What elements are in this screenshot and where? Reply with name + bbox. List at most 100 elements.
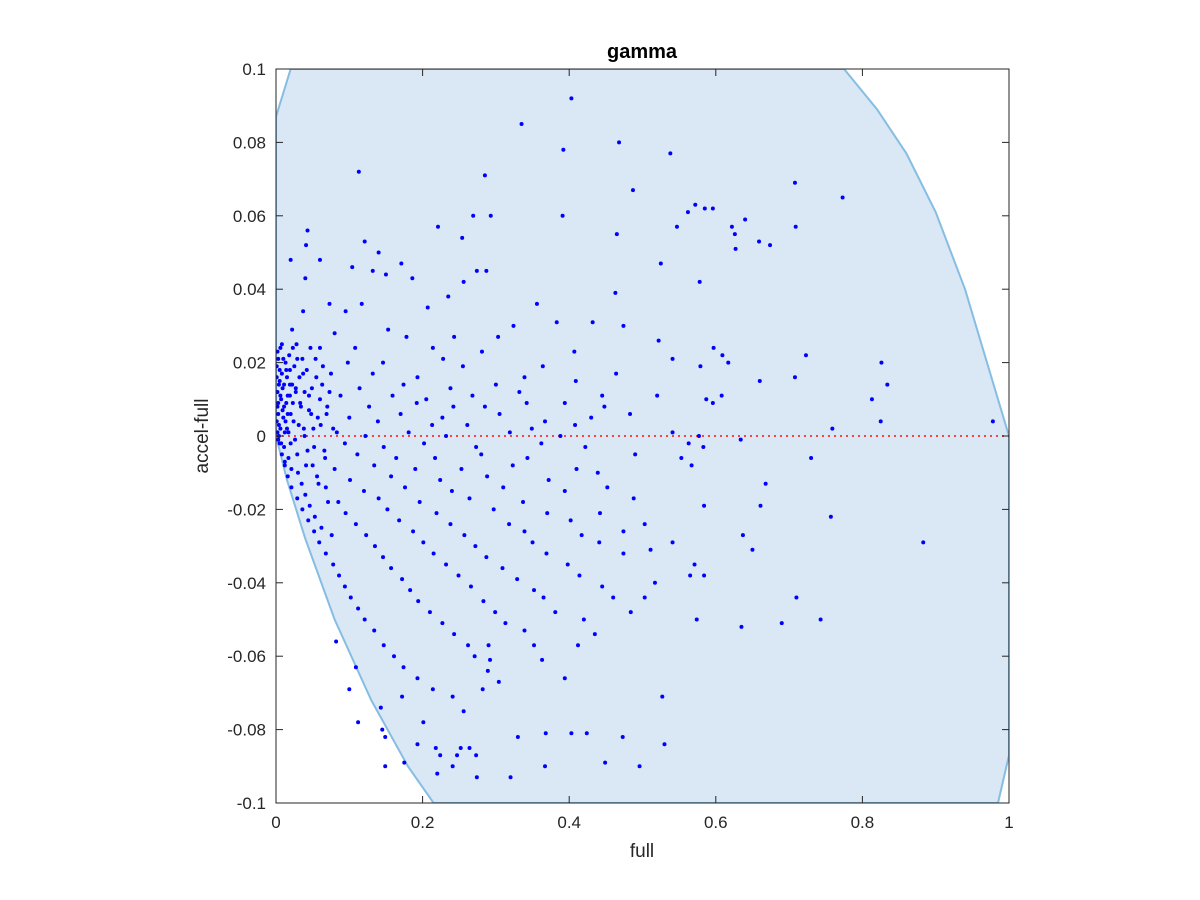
data-point <box>656 338 661 343</box>
data-point <box>652 580 657 585</box>
data-point <box>305 228 310 233</box>
data-point <box>343 511 348 516</box>
data-point <box>285 474 290 479</box>
data-point <box>415 375 420 380</box>
data-point <box>307 503 312 508</box>
data-point <box>295 452 300 457</box>
chart-title: gamma <box>607 41 678 63</box>
data-point <box>325 404 330 409</box>
data-point <box>472 654 477 659</box>
data-point <box>408 588 413 593</box>
data-point <box>320 364 325 369</box>
data-point <box>740 533 745 538</box>
data-point <box>317 345 322 350</box>
data-point <box>485 474 490 479</box>
data-point <box>348 478 353 483</box>
data-point <box>702 573 707 578</box>
data-point <box>440 621 445 626</box>
data-point <box>278 426 283 431</box>
data-point <box>415 742 420 747</box>
data-point <box>519 122 524 127</box>
data-point <box>357 386 362 391</box>
data-point <box>336 500 341 505</box>
data-point <box>496 679 501 684</box>
data-point <box>276 404 280 409</box>
data-point <box>380 727 385 732</box>
data-point <box>417 500 422 505</box>
data-point <box>302 389 307 394</box>
data-point <box>362 239 367 244</box>
data-point <box>448 522 453 527</box>
data-point <box>289 485 294 490</box>
data-point <box>597 511 602 516</box>
data-point <box>738 437 743 442</box>
data-point <box>342 441 347 446</box>
data-point <box>621 323 626 328</box>
data-point <box>290 327 295 332</box>
data-point <box>302 434 307 438</box>
data-point <box>515 577 520 582</box>
data-point <box>828 514 833 519</box>
data-point <box>276 364 279 369</box>
data-point <box>491 507 496 512</box>
data-point <box>389 474 394 479</box>
data-point <box>281 415 286 420</box>
data-point <box>739 624 744 629</box>
data-point <box>540 657 545 662</box>
data-point <box>471 213 476 218</box>
data-point <box>768 243 773 248</box>
data-point <box>484 268 489 273</box>
data-point <box>543 764 548 769</box>
data-point <box>451 404 456 409</box>
data-point <box>702 206 707 211</box>
y-tick-label: -0.1 <box>237 794 266 813</box>
data-point <box>372 544 377 549</box>
data-point <box>553 610 558 615</box>
data-point <box>720 353 725 358</box>
data-point <box>376 250 381 255</box>
data-point <box>392 654 397 659</box>
data-point <box>317 540 322 545</box>
data-point <box>345 360 350 365</box>
data-point <box>356 606 361 611</box>
data-point <box>347 687 352 692</box>
data-point <box>642 595 647 600</box>
data-point <box>507 430 512 435</box>
data-point <box>410 276 415 281</box>
data-point <box>348 595 353 600</box>
data-point <box>431 551 436 556</box>
data-point <box>298 404 303 409</box>
data-point <box>306 408 311 413</box>
data-point <box>581 617 586 622</box>
data-point <box>276 356 281 361</box>
data-point <box>460 364 465 369</box>
data-point <box>287 367 292 372</box>
data-point <box>312 445 317 450</box>
data-point <box>411 529 416 534</box>
data-point <box>315 474 320 479</box>
data-point <box>488 213 493 218</box>
data-point <box>309 411 314 416</box>
data-point <box>515 734 520 739</box>
data-point <box>733 246 738 251</box>
data-point <box>573 422 578 427</box>
data-point <box>809 456 814 461</box>
data-point <box>306 393 311 398</box>
data-point <box>474 445 479 450</box>
data-point <box>324 411 329 416</box>
data-point <box>545 511 550 516</box>
data-point <box>726 360 731 365</box>
data-point <box>323 485 328 490</box>
data-point <box>284 426 289 431</box>
data-point <box>424 397 429 402</box>
y-tick-label: 0.02 <box>233 354 266 373</box>
data-point <box>430 687 435 692</box>
data-point <box>484 555 489 560</box>
data-point <box>574 467 579 472</box>
data-point <box>704 397 709 402</box>
data-point <box>312 514 317 519</box>
data-point <box>282 404 287 409</box>
data-point <box>356 169 361 174</box>
data-point <box>338 393 343 398</box>
data-point <box>503 621 508 626</box>
